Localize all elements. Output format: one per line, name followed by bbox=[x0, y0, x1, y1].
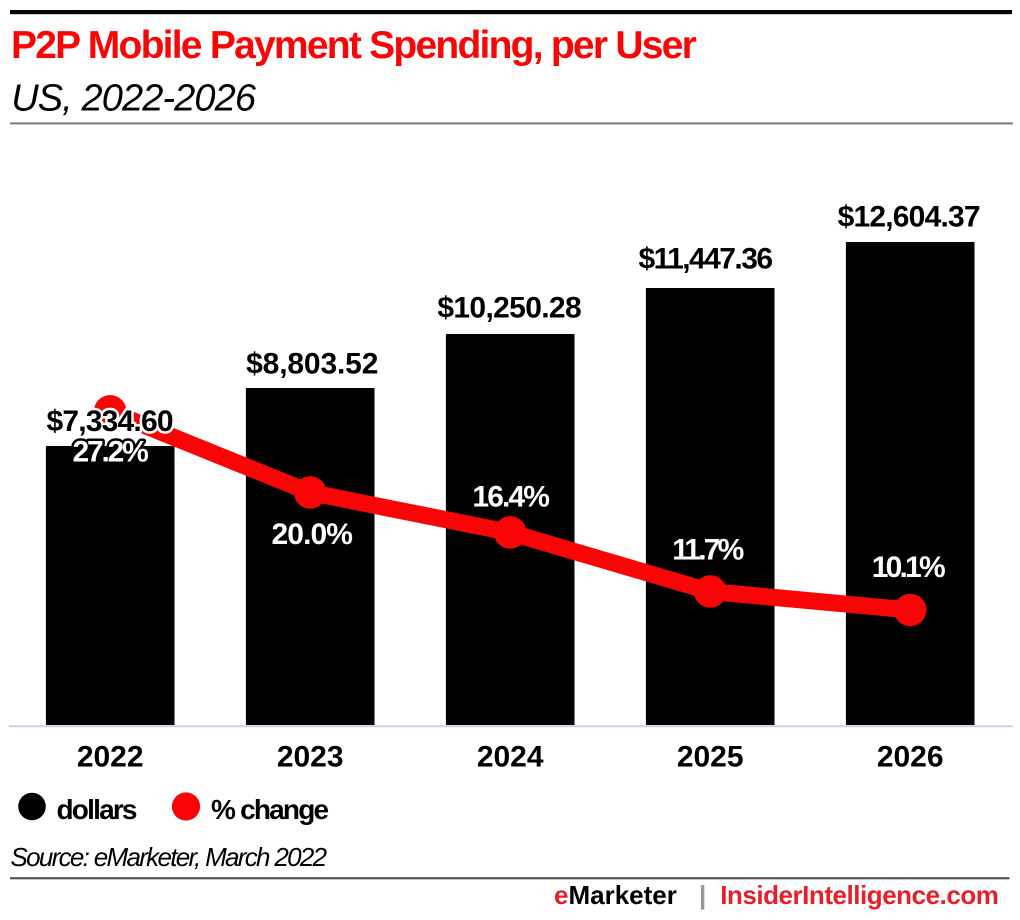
svg-text:$10,250.28: $10,250.28 bbox=[437, 292, 581, 325]
svg-text:$7,334.60: $7,334.60 bbox=[46, 405, 172, 438]
svg-text:eMarketer: eMarketer bbox=[554, 880, 677, 910]
svg-text:$12,604.37: $12,604.37 bbox=[838, 200, 980, 233]
svg-text:10.1%: 10.1% bbox=[872, 551, 945, 584]
svg-text:InsiderIntelligence.com: InsiderIntelligence.com bbox=[720, 880, 998, 910]
svg-text:2026: 2026 bbox=[877, 740, 944, 773]
svg-text:2025: 2025 bbox=[677, 740, 744, 773]
svg-text:|: | bbox=[699, 880, 706, 910]
svg-text:16.4%: 16.4% bbox=[472, 481, 549, 514]
svg-text:$11,447.36: $11,447.36 bbox=[639, 242, 773, 275]
svg-text:2022: 2022 bbox=[77, 740, 144, 773]
svg-text:P2P Mobile Payment Spending, p: P2P Mobile Payment Spending, per User bbox=[11, 24, 697, 67]
svg-text:Source: eMarketer, March 2022: Source: eMarketer, March 2022 bbox=[11, 842, 328, 872]
svg-text:US, 2022-2026: US, 2022-2026 bbox=[11, 77, 257, 119]
svg-text:2024: 2024 bbox=[477, 740, 544, 773]
svg-text:% change: % change bbox=[211, 794, 329, 825]
svg-text:$8,803.52: $8,803.52 bbox=[246, 347, 378, 380]
svg-text:11.7%: 11.7% bbox=[672, 534, 744, 567]
svg-text:20.0%: 20.0% bbox=[272, 518, 353, 551]
svg-text:2023: 2023 bbox=[277, 740, 344, 773]
svg-text:27.2%: 27.2% bbox=[73, 435, 149, 468]
svg-text:dollars: dollars bbox=[57, 794, 137, 825]
